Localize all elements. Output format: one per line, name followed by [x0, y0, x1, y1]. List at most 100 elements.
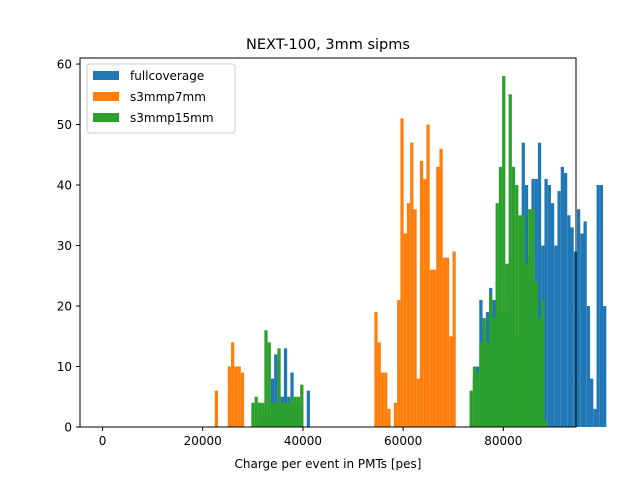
- bar-s3mmp15mm: [472, 366, 477, 427]
- bar-fullcoverage: [590, 378, 594, 427]
- bar-s3mmp15mm: [270, 402, 275, 427]
- bar-s3mmp15mm: [482, 318, 486, 427]
- bar-s3mmp7mm: [384, 372, 388, 427]
- x-tick-label: 60000: [384, 434, 422, 448]
- bars-layer: [214, 76, 607, 428]
- plot-frame: [79, 57, 577, 428]
- y-tick-label: 30: [57, 239, 72, 253]
- bar-fullcoverage: [547, 185, 551, 427]
- bar-s3mmp7mm: [452, 251, 456, 427]
- bar-s3mmp7mm: [374, 312, 378, 427]
- bar-fullcoverage: [560, 166, 564, 427]
- y-tick-label: 0: [64, 421, 72, 435]
- bar-s3mmp7mm: [429, 269, 433, 427]
- bar-s3mmp7mm: [432, 269, 437, 427]
- bar-s3mmp7mm: [397, 299, 401, 427]
- y-axis: 0 10 20 30 40 50 60: [57, 58, 80, 435]
- bar-s3mmp15mm: [518, 215, 522, 427]
- bar-s3mmp7mm: [377, 342, 381, 427]
- bar-fullcoverage: [596, 185, 600, 427]
- bar-fullcoverage: [283, 348, 288, 427]
- bar-fullcoverage: [306, 390, 310, 427]
- legend-swatch-s3mmp15mm: [93, 113, 119, 122]
- legend: fullcoverage s3mmp7mm s3mmp15mm: [86, 63, 236, 134]
- bar-s3mmp7mm: [410, 142, 414, 427]
- legend-box: [86, 63, 236, 134]
- bar-s3mmp7mm: [393, 402, 398, 427]
- bar-s3mmp7mm: [234, 366, 238, 427]
- bar-s3mmp15mm: [254, 396, 258, 427]
- bar-fullcoverage: [586, 306, 591, 427]
- bar-fullcoverage: [577, 209, 581, 427]
- bar-fullcoverage: [563, 172, 568, 427]
- bar-s3mmp7mm: [231, 342, 235, 427]
- x-axis: 0 20000 40000 60000 80000: [99, 427, 522, 448]
- bar-s3mmp15mm: [277, 348, 281, 427]
- bar-s3mmp15mm: [531, 209, 535, 427]
- y-tick-label: 40: [57, 179, 72, 193]
- bar-fullcoverage: [570, 227, 574, 427]
- bar-fullcoverage: [573, 251, 578, 427]
- bar-s3mmp15mm: [267, 342, 271, 427]
- legend-label-fullcoverage: fullcoverage: [130, 69, 204, 83]
- bar-s3mmp15mm: [287, 402, 291, 427]
- legend-label-s3mmp15mm: s3mmp15mm: [130, 111, 214, 125]
- bar-s3mmp7mm: [436, 166, 440, 427]
- bar-s3mmp15mm: [544, 420, 548, 427]
- x-tick-label: 80000: [484, 434, 522, 448]
- bar-fullcoverage: [544, 178, 548, 427]
- bar-s3mmp15mm: [492, 318, 496, 427]
- bar-s3mmp7mm: [406, 203, 411, 427]
- bar-s3mmp15mm: [537, 318, 542, 427]
- x-axis-label: Charge per event in PMTs [pes]: [235, 457, 422, 471]
- bar-fullcoverage: [550, 203, 555, 427]
- bar-fullcoverage: [603, 306, 607, 427]
- bar-fullcoverage: [599, 185, 604, 427]
- bar-fullcoverage: [567, 215, 571, 427]
- bar-s3mmp15mm: [300, 384, 304, 427]
- bar-s3mmp15mm: [489, 293, 493, 427]
- bar-s3mmp15mm: [511, 166, 516, 427]
- bar-s3mmp7mm: [380, 372, 385, 427]
- bar-s3mmp7mm: [400, 118, 404, 427]
- y-tick-label: 60: [57, 58, 72, 72]
- bar-s3mmp7mm: [403, 233, 407, 427]
- bar-s3mmp7mm: [227, 366, 232, 427]
- y-tick-label: 20: [57, 300, 72, 314]
- bar-s3mmp15mm: [505, 263, 509, 427]
- chart-title: NEXT-100, 3mm sipms: [246, 37, 410, 53]
- bar-s3mmp15mm: [524, 263, 529, 427]
- bar-s3mmp7mm: [214, 390, 219, 427]
- bar-s3mmp7mm: [387, 408, 391, 427]
- bar-s3mmp15mm: [534, 281, 538, 427]
- bar-s3mmp15mm: [274, 402, 278, 427]
- bar-fullcoverage: [274, 354, 278, 427]
- bar-fullcoverage: [537, 142, 542, 427]
- bar-s3mmp7mm: [426, 124, 430, 427]
- bar-fullcoverage: [557, 191, 561, 427]
- bar-s3mmp15mm: [280, 402, 284, 427]
- bar-s3mmp15mm: [515, 185, 519, 427]
- bar-s3mmp15mm: [541, 299, 545, 427]
- bar-s3mmp15mm: [469, 390, 473, 427]
- legend-label-s3mmp7mm: s3mmp7mm: [130, 90, 206, 104]
- bar-s3mmp15mm: [485, 342, 490, 427]
- bar-s3mmp15mm: [479, 342, 483, 427]
- bar-s3mmp7mm: [240, 372, 245, 427]
- y-tick-label: 10: [57, 360, 72, 374]
- bar-fullcoverage: [583, 221, 587, 427]
- bar-s3mmp15mm: [528, 209, 532, 427]
- bar-fullcoverage: [593, 408, 597, 427]
- bar-s3mmp15mm: [521, 215, 525, 427]
- legend-swatch-fullcoverage: [93, 71, 119, 80]
- bar-s3mmp15mm: [476, 372, 480, 427]
- bar-s3mmp15mm: [261, 402, 265, 427]
- x-tick-label: 0: [99, 434, 107, 448]
- bar-fullcoverage: [580, 233, 584, 427]
- x-tick-label: 40000: [284, 434, 322, 448]
- bar-s3mmp15mm: [283, 402, 288, 427]
- bar-s3mmp15mm: [264, 330, 268, 427]
- bar-s3mmp7mm: [237, 366, 241, 427]
- bar-s3mmp7mm: [439, 148, 443, 427]
